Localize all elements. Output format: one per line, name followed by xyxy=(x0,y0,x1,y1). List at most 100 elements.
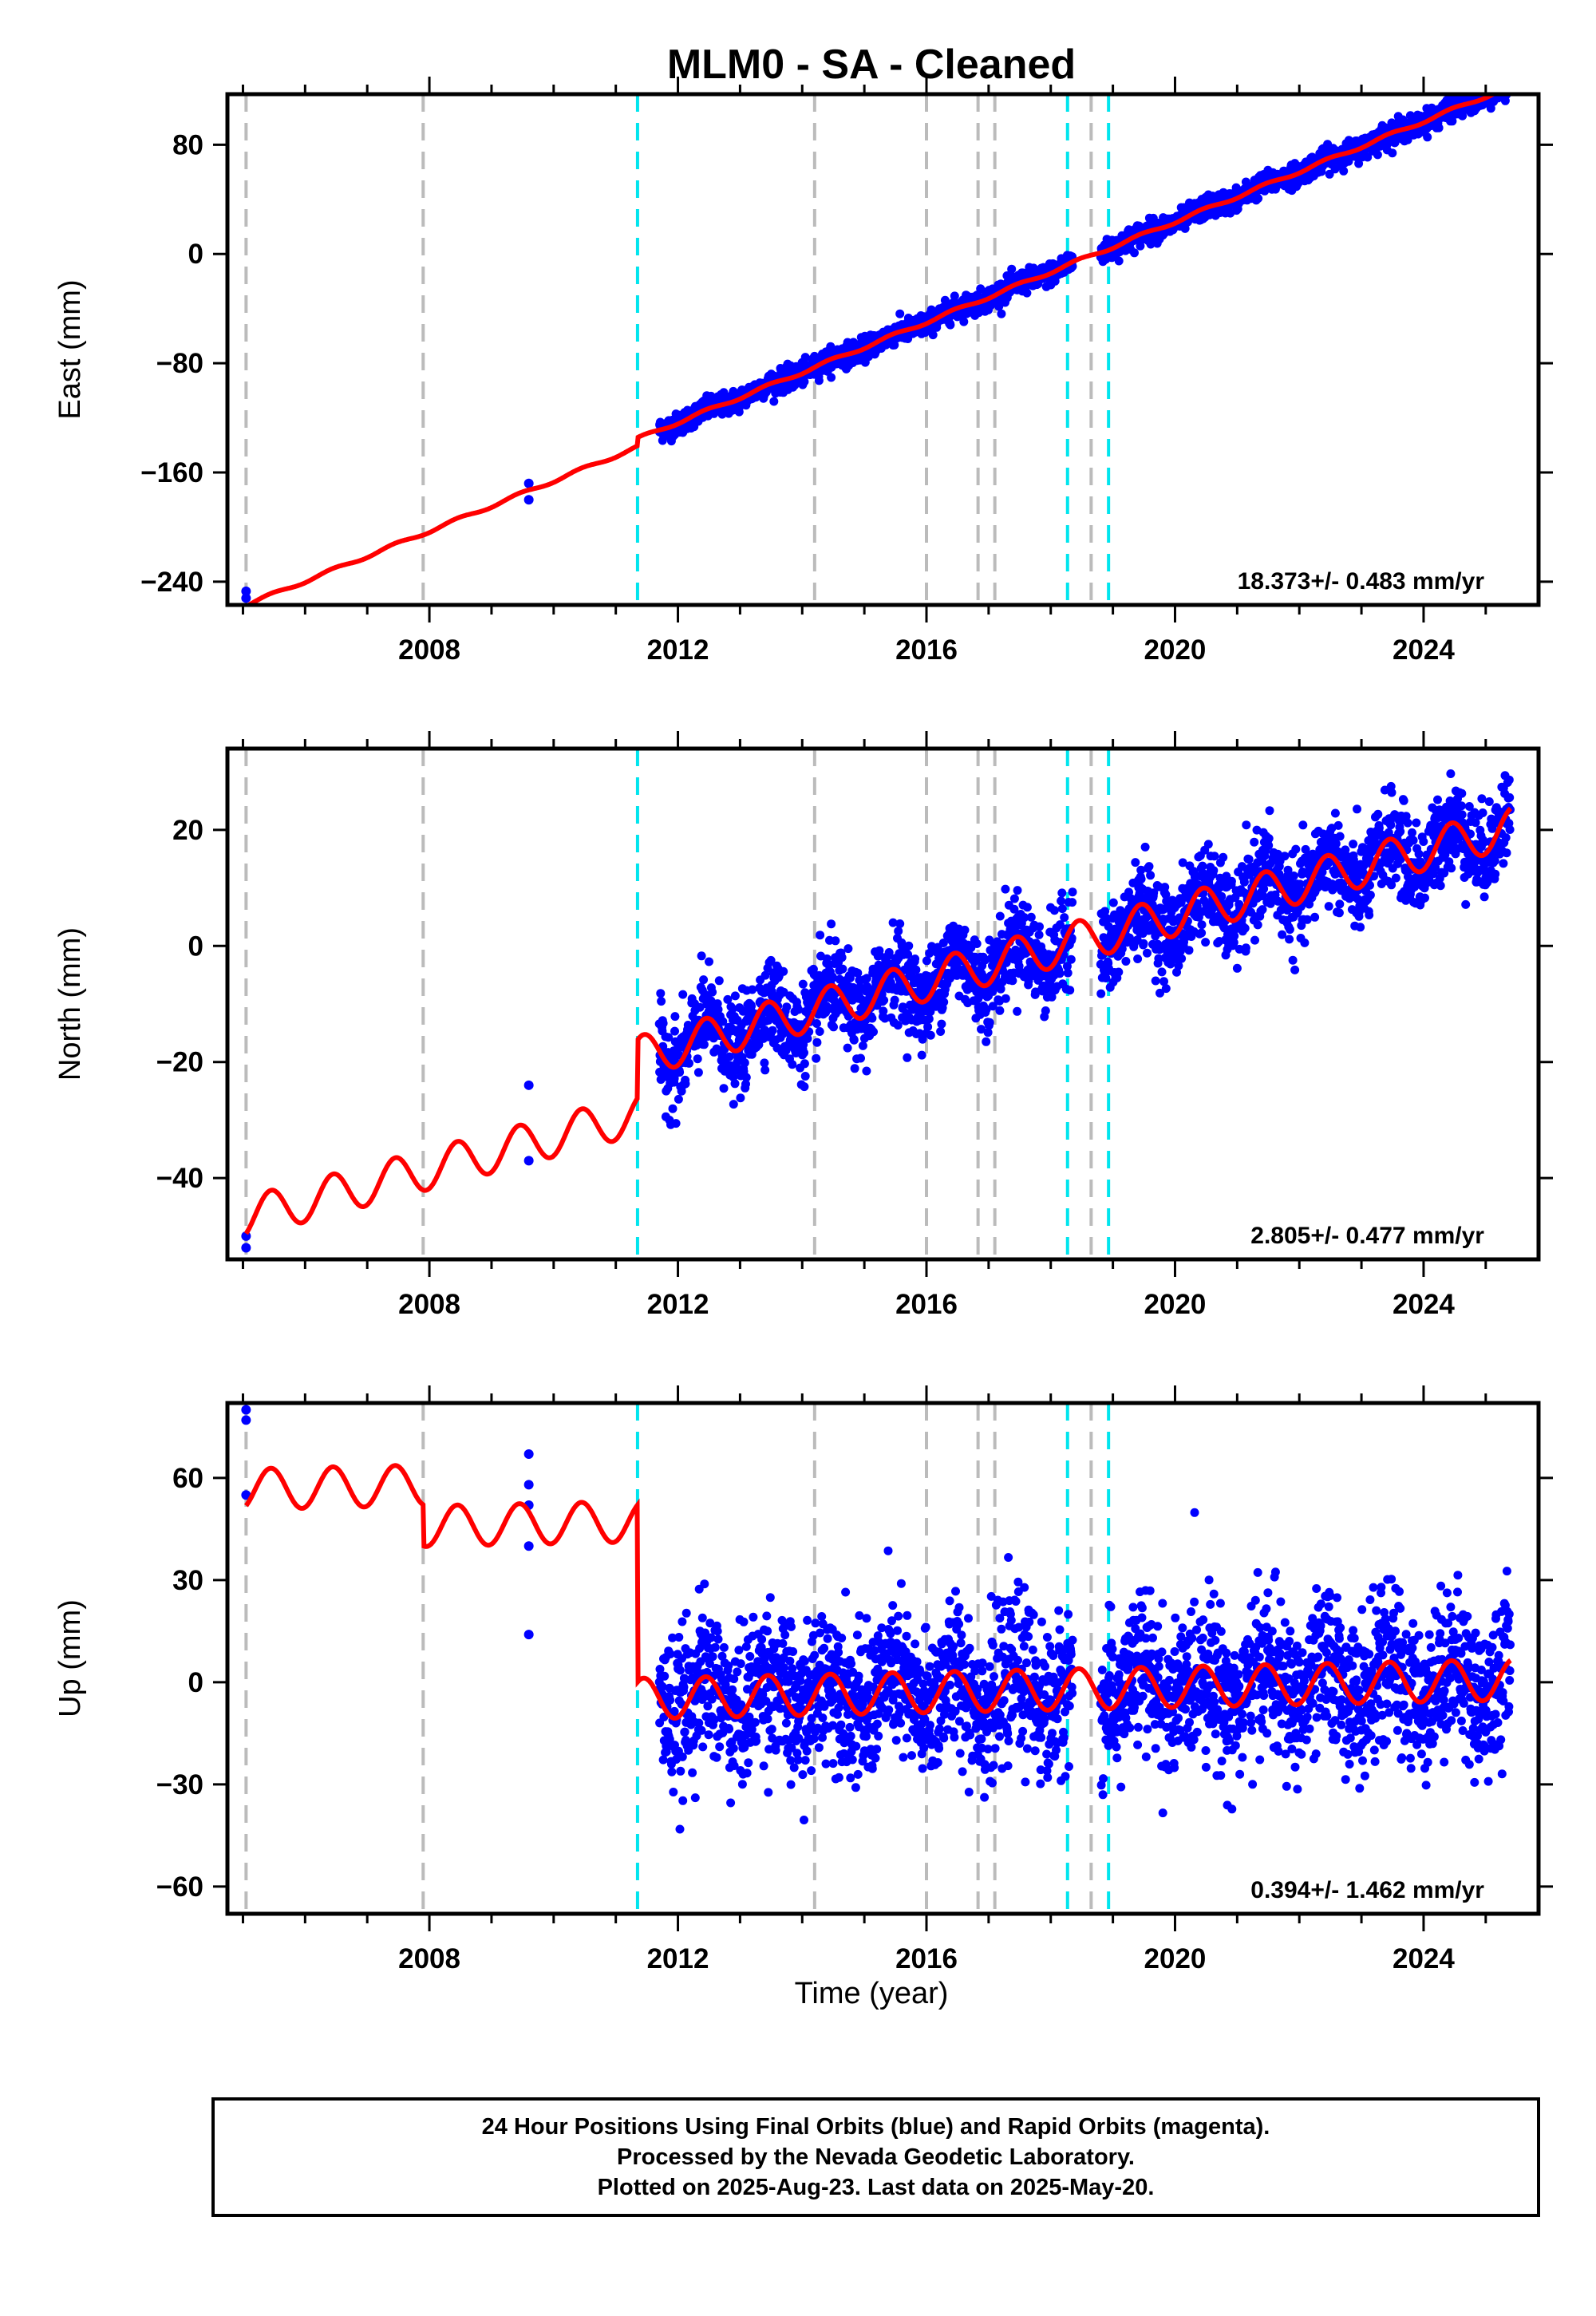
data-point xyxy=(1203,840,1213,849)
data-point xyxy=(1498,84,1507,93)
data-point xyxy=(1254,194,1263,204)
data-point xyxy=(946,320,955,330)
data-point xyxy=(911,954,920,963)
y-tick-label: 80 xyxy=(172,129,203,160)
data-point xyxy=(697,951,706,961)
data-point xyxy=(736,1093,745,1103)
data-point xyxy=(656,989,666,998)
data-point xyxy=(1066,954,1076,964)
data-point xyxy=(869,1027,878,1037)
data-point xyxy=(1022,903,1032,912)
data-point xyxy=(699,975,709,985)
data-point xyxy=(1161,984,1171,994)
data-points-east xyxy=(241,74,1515,603)
data-point xyxy=(856,1053,865,1063)
data-point xyxy=(1114,967,1124,977)
data-point xyxy=(815,1027,824,1036)
data-point xyxy=(828,973,838,982)
data-point xyxy=(1250,837,1259,847)
data-point xyxy=(1503,84,1511,93)
data-point xyxy=(803,1034,812,1043)
data-point xyxy=(982,1037,991,1046)
data-point xyxy=(769,397,779,406)
data-point xyxy=(800,377,809,386)
data-point xyxy=(1506,74,1515,83)
data-point xyxy=(1399,796,1408,805)
x-tick-label: 2020 xyxy=(1144,634,1207,666)
data-point xyxy=(1280,852,1290,861)
data-point xyxy=(740,1058,749,1068)
data-point xyxy=(1506,83,1515,92)
data-point xyxy=(1197,928,1207,938)
data-point xyxy=(1060,913,1069,923)
data-point xyxy=(1324,902,1333,911)
data-point xyxy=(668,1104,678,1113)
data-point xyxy=(890,340,899,350)
data-point xyxy=(1001,884,1010,894)
data-point xyxy=(1499,82,1507,91)
data-point xyxy=(241,586,251,596)
data-point xyxy=(730,991,740,1001)
y-tick-label: 0 xyxy=(188,239,203,270)
data-point xyxy=(1009,894,1019,903)
data-point xyxy=(1143,948,1152,958)
data-point xyxy=(523,495,534,505)
data-point xyxy=(1502,84,1511,93)
data-point xyxy=(1504,81,1513,89)
data-point xyxy=(853,968,863,978)
data-point xyxy=(708,987,717,997)
data-point xyxy=(1491,84,1499,93)
data-point xyxy=(719,1084,729,1093)
data-point xyxy=(1197,920,1207,930)
data-point xyxy=(1035,922,1044,931)
data-point xyxy=(1457,810,1467,820)
data-point xyxy=(1290,965,1300,974)
data-point xyxy=(1483,80,1491,89)
data-point xyxy=(748,985,757,994)
data-point xyxy=(1396,827,1405,836)
data-point xyxy=(671,1119,681,1128)
data-point xyxy=(1209,866,1219,875)
data-point xyxy=(1388,148,1397,158)
data-point xyxy=(858,1041,867,1050)
data-point xyxy=(1133,954,1143,963)
y-tick-label: −80 xyxy=(156,348,203,379)
data-point xyxy=(1456,801,1466,811)
data-point xyxy=(1242,820,1251,830)
data-point xyxy=(895,919,905,928)
data-point xyxy=(241,593,251,603)
data-point xyxy=(922,956,931,966)
data-point xyxy=(657,997,666,1006)
data-point xyxy=(1330,808,1340,818)
data-point xyxy=(829,1022,838,1032)
data-point xyxy=(1140,842,1150,852)
data-point xyxy=(1503,83,1511,92)
data-point xyxy=(1495,85,1504,93)
data-point xyxy=(800,1059,809,1069)
data-point xyxy=(1403,818,1412,828)
data-point xyxy=(1013,1006,1022,1016)
data-point xyxy=(1335,832,1345,841)
data-point xyxy=(1288,955,1298,965)
data-point xyxy=(1433,795,1442,804)
y-tick-label: −160 xyxy=(140,457,203,488)
data-point xyxy=(1265,806,1274,816)
data-point xyxy=(928,330,938,340)
x-tick-label: 2016 xyxy=(895,634,958,666)
data-point xyxy=(1503,85,1512,93)
data-point xyxy=(1151,976,1160,986)
data-point xyxy=(798,979,808,989)
data-point xyxy=(917,1050,926,1060)
data-point xyxy=(782,1002,792,1012)
data-point xyxy=(1436,881,1445,891)
data-point xyxy=(1494,77,1503,86)
data-point xyxy=(904,941,914,951)
data-point xyxy=(939,998,949,1007)
data-point xyxy=(670,1012,680,1022)
x-tick-label: 2008 xyxy=(398,634,460,666)
data-point xyxy=(1334,908,1344,918)
data-point xyxy=(1499,77,1507,85)
data-point xyxy=(1408,836,1418,845)
data-point xyxy=(729,1100,738,1109)
data-point xyxy=(695,1002,705,1012)
